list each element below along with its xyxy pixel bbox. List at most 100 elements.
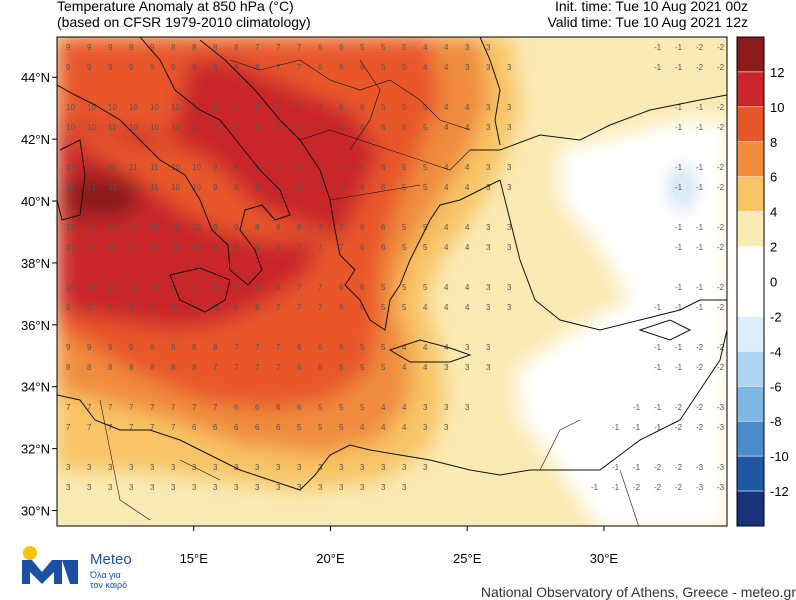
colorbar-segment [736, 490, 765, 527]
grid-value: 7 [318, 243, 323, 252]
grid-value: 4 [444, 283, 449, 292]
grid-value: 9 [213, 163, 218, 172]
grid-value: 12 [108, 183, 117, 192]
grid-value: 6 [339, 123, 344, 132]
field-10-12 [57, 60, 380, 330]
grid-value: 4 [444, 63, 449, 72]
grid-value: -2 [675, 483, 683, 492]
grid-value: 3 [360, 483, 365, 492]
colorbar: 12 10 8 6 4 2 0 -2 -4 -6 -8 -10 -12 [736, 36, 789, 527]
grid-value: 11 [129, 163, 138, 172]
sardinia-coast [57, 139, 86, 221]
grid-value: 7 [87, 403, 92, 412]
grid-value: 6 [339, 63, 344, 72]
grid-value: 10 [150, 103, 159, 112]
grid-value: 5 [339, 363, 344, 372]
grid-value: -2 [717, 123, 725, 132]
grid-value: 10 [87, 103, 96, 112]
grid-value: 6 [297, 403, 302, 412]
lon-tick-label: 30°E [590, 551, 619, 566]
grid-value: 3 [297, 483, 302, 492]
grid-value: 5 [423, 103, 428, 112]
grid-value: 3 [108, 483, 113, 492]
grid-value: 8 [192, 43, 197, 52]
grid-value: 6 [381, 183, 386, 192]
colorbar-segment [736, 141, 765, 177]
grid-value: 5 [318, 423, 323, 432]
lat-tick-label: 42°N [21, 132, 50, 147]
grid-value: 9 [171, 303, 176, 312]
grid-value: 11 [108, 223, 117, 232]
grid-value: 4 [465, 303, 470, 312]
grid-value: 7 [276, 63, 281, 72]
grid-value: 7 [297, 303, 302, 312]
grid-value: 5 [423, 163, 428, 172]
grid-value: 3 [360, 463, 365, 472]
grid-value: 8 [255, 63, 260, 72]
grid-value: 8 [255, 243, 260, 252]
grid-value: 10 [129, 103, 138, 112]
grid-value: 7 [318, 303, 323, 312]
grid-value: 9 [192, 283, 197, 292]
grid-value: 10 [66, 123, 75, 132]
meteo-logo[interactable]: Meteo Όλα για τον καιρό [18, 544, 138, 594]
meteo-logo-icon [22, 546, 78, 584]
grid-value: 11 [108, 123, 117, 132]
grid-value: -2 [717, 163, 725, 172]
grid-value: 7 [192, 403, 197, 412]
grid-value: 6 [192, 423, 197, 432]
grid-value: 3 [423, 463, 428, 472]
grid-value: 4 [465, 283, 470, 292]
grid-value: 8 [192, 343, 197, 352]
grid-value: 7 [171, 403, 176, 412]
grid-value: 3 [486, 183, 491, 192]
grid-value: 6 [255, 403, 260, 412]
grid-value: 6 [318, 63, 323, 72]
grid-value: -2 [717, 183, 725, 192]
grid-value: -2 [717, 103, 725, 112]
grid-value: -2 [717, 223, 725, 232]
grid-value: 3 [486, 303, 491, 312]
logo-tagline: Όλα για τον καιρό [90, 570, 127, 590]
grid-value: -2 [696, 423, 704, 432]
grid-value: 10 [87, 283, 96, 292]
grid-value: 7 [234, 363, 239, 372]
grid-value: 8 [297, 183, 302, 192]
chart-title: Temperature Anomaly at 850 hPa (°C) (bas… [57, 0, 311, 30]
grid-value: 5 [402, 43, 407, 52]
anomaly-field: 9 9 9 9 9 8 8 8 8 7 7 7 6 6 5 5 5 4 4 3 3 -1 -1 -2 -2 9 9 9 9 9 9 9 8 8 8 7… [57, 37, 727, 526]
colorbar-segment [736, 106, 765, 143]
grid-value: 3 [465, 343, 470, 352]
grid-value: 3 [276, 463, 281, 472]
grid-value: 6 [297, 363, 302, 372]
grid-value: 9 [213, 283, 218, 292]
grid-value: 10 [171, 103, 180, 112]
valid-time: Valid time: Tue 10 Aug 2021 12z [547, 14, 748, 30]
grid-value: 6 [381, 223, 386, 232]
grid-value: 5 [381, 103, 386, 112]
grid-value: 10 [150, 283, 159, 292]
colorbar-segment [736, 351, 765, 387]
grid-value: 9 [108, 63, 113, 72]
grid-value: 5 [423, 283, 428, 292]
grid-value: 3 [507, 283, 512, 292]
grid-value: 9 [129, 343, 134, 352]
grid-value: 10 [192, 243, 201, 252]
grid-value: 3 [486, 103, 491, 112]
grid-value: 3 [150, 483, 155, 492]
grid-value: 5 [423, 223, 428, 232]
grid-value: 3 [486, 63, 491, 72]
colorbar-label: -10 [770, 449, 789, 464]
lat-tick-label: 32°N [21, 442, 50, 457]
grid-value: -1 [633, 463, 641, 472]
lat-tick-label: 44°N [21, 70, 50, 85]
grid-value: 5 [402, 283, 407, 292]
grid-value: 5 [360, 43, 365, 52]
logo-tagline-1: Όλα για [90, 570, 121, 580]
grid-value: 7 [213, 363, 218, 372]
grid-value: 10 [192, 183, 201, 192]
grid-value: 10 [129, 283, 138, 292]
grid-value: 3 [507, 183, 512, 192]
grid-value: 5 [402, 223, 407, 232]
grid-value: -2 [675, 463, 683, 472]
